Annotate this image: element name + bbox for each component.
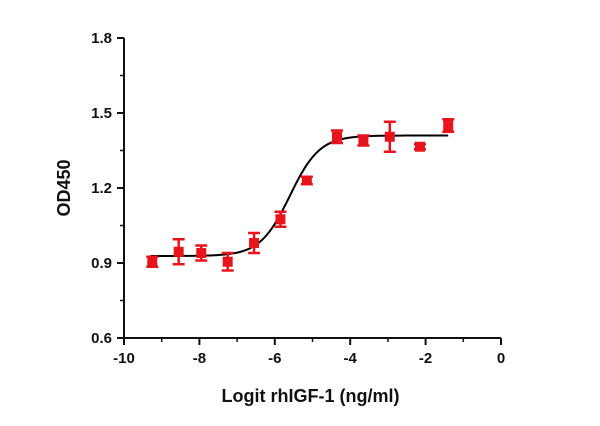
point-marker [222, 256, 233, 267]
y-tick-label: 0.9 [91, 255, 112, 272]
x-tick-label: -6 [268, 350, 281, 367]
x-tick-label: -10 [113, 350, 135, 367]
x-axis-title: Logit rhIGF-1 (ng/ml) [222, 386, 400, 406]
y-tick-label: 1.5 [91, 105, 112, 122]
point-marker [384, 131, 395, 142]
data-point [357, 134, 370, 147]
data-point [300, 175, 313, 186]
x-tick-label: -4 [344, 350, 358, 367]
point-marker [173, 246, 184, 257]
y-axis-title: OD450 [54, 159, 74, 216]
data-point [413, 141, 426, 152]
point-marker [275, 214, 286, 225]
data-point [383, 120, 396, 153]
data-point [172, 238, 185, 266]
point-marker [414, 141, 425, 152]
x-tick-label: 0 [497, 350, 505, 367]
data-point [221, 251, 234, 272]
axes [123, 38, 501, 339]
y-ticks: 0.6 0.9 1.2 1.5 1.8 [91, 30, 124, 347]
y-tick-label: 0.6 [91, 330, 112, 347]
point-marker [196, 248, 207, 258]
data-points [146, 118, 455, 272]
point-marker [147, 256, 158, 267]
y-tick-label: 1.2 [91, 180, 112, 197]
fit-curve [150, 134, 449, 257]
data-point [331, 129, 344, 145]
point-marker [332, 131, 343, 142]
x-ticks: -10 -8 -6 -4 -2 0 [113, 338, 505, 367]
point-marker [443, 120, 454, 131]
data-point [442, 118, 455, 133]
y-tick-label: 1.8 [91, 30, 112, 47]
data-point [195, 244, 208, 262]
point-marker [301, 175, 312, 186]
point-marker [249, 238, 260, 248]
x-tick-label: -8 [193, 350, 206, 367]
data-point [274, 210, 287, 228]
data-point [146, 255, 159, 268]
point-marker [358, 135, 369, 146]
x-tick-label: -2 [419, 350, 432, 367]
data-point [248, 231, 261, 255]
